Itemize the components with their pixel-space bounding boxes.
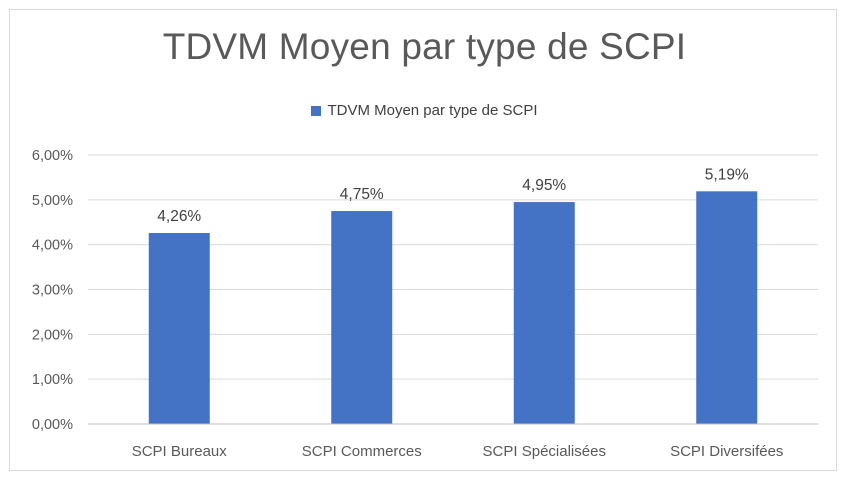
x-axis-tick-labels: SCPI Bureaux SCPI Commerces SCPI Spécialis…	[132, 443, 784, 460]
y-axis-tick-labels: 0,00% 1,00% 2,00% 3,00% 4,00% 5,00% 6,00%	[32, 148, 73, 433]
x-tick-label: SCPI Diversifées	[670, 443, 783, 460]
y-tick-label: 1,00%	[32, 372, 73, 388]
bar	[513, 202, 575, 424]
bars	[148, 191, 758, 424]
y-tick-label: 0,00%	[32, 417, 73, 433]
x-tick-label: SCPI Spécialisées	[483, 443, 606, 460]
legend-swatch	[311, 105, 322, 116]
bar	[331, 211, 393, 424]
y-tick-label: 2,00%	[32, 327, 73, 343]
x-tick-label: SCPI Commerces	[302, 443, 422, 460]
y-tick-label: 6,00%	[32, 148, 73, 164]
data-labels: 4,26% 4,75% 4,95% 5,19%	[157, 166, 749, 225]
chart-title: TDVM Moyen par type de SCPI	[162, 26, 687, 67]
bar	[696, 191, 758, 424]
y-tick-label: 3,00%	[32, 283, 73, 299]
data-label: 4,26%	[157, 208, 201, 225]
data-label: 5,19%	[705, 166, 749, 183]
bar	[148, 233, 210, 424]
legend-label: TDVM Moyen par type de SCPI	[327, 102, 538, 119]
y-tick-label: 5,00%	[32, 193, 73, 209]
y-tick-label: 4,00%	[32, 238, 73, 254]
data-label: 4,95%	[522, 177, 566, 194]
legend: TDVM Moyen par type de SCPI	[0, 102, 849, 119]
data-label: 4,75%	[340, 186, 384, 203]
x-tick-label: SCPI Bureaux	[132, 443, 228, 460]
